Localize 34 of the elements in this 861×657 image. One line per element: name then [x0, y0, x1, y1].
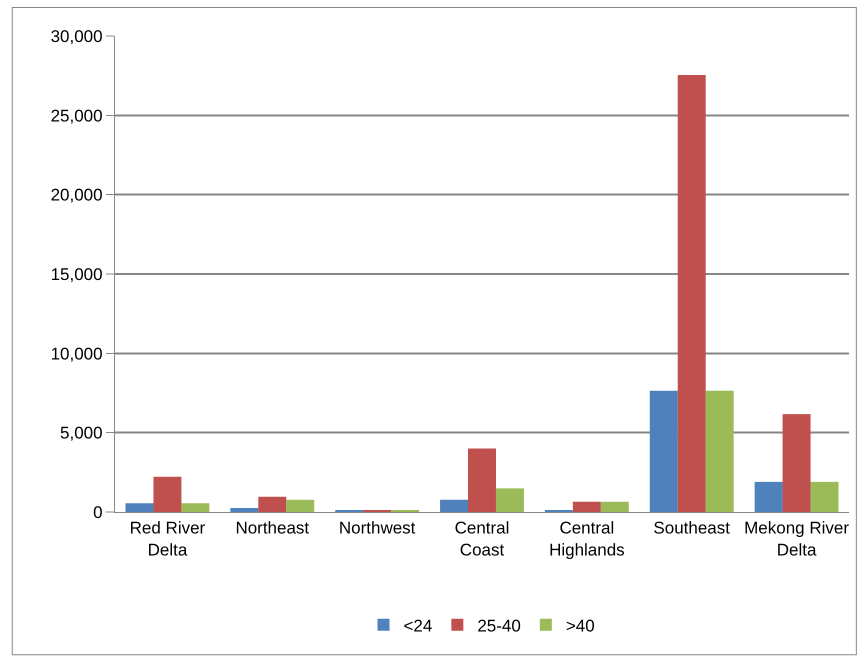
bar	[258, 496, 286, 512]
legend-label: >40	[566, 616, 595, 636]
x-tick-label: Southeast	[653, 518, 730, 538]
x-tick-label: Northwest	[338, 518, 416, 538]
x-tick-label: Central Highlands	[549, 518, 625, 560]
bar	[678, 75, 706, 512]
bar	[650, 390, 678, 512]
bar	[286, 500, 314, 512]
y-tick-label: 5,000	[60, 424, 103, 443]
y-tick-label: 25,000	[50, 106, 103, 126]
bar	[572, 502, 601, 512]
bar	[600, 502, 629, 512]
bar	[706, 390, 734, 512]
x-tick-label: Northeast	[235, 518, 310, 538]
bar	[440, 500, 468, 512]
bar	[468, 448, 496, 512]
legend-label: 25-40	[477, 616, 521, 636]
x-tick-label: Central Coast	[454, 518, 510, 560]
y-tick-label: 0	[93, 502, 103, 522]
y-tick-label: 30,000	[50, 26, 103, 46]
bar	[153, 476, 182, 512]
bar	[181, 503, 210, 512]
bar	[230, 508, 258, 512]
bar	[754, 482, 783, 512]
x-tick-label: Red River Delta	[130, 518, 206, 560]
x-tick-label: Mekong River Delta	[744, 518, 850, 560]
y-tick-label: 20,000	[50, 186, 103, 205]
y-tick-label: 15,000	[50, 264, 103, 284]
y-tick-label: 10,000	[50, 344, 103, 364]
bar	[496, 488, 524, 512]
bar	[125, 503, 154, 512]
legend-label: <24	[404, 616, 432, 636]
bar	[810, 482, 839, 512]
bar	[782, 414, 811, 512]
